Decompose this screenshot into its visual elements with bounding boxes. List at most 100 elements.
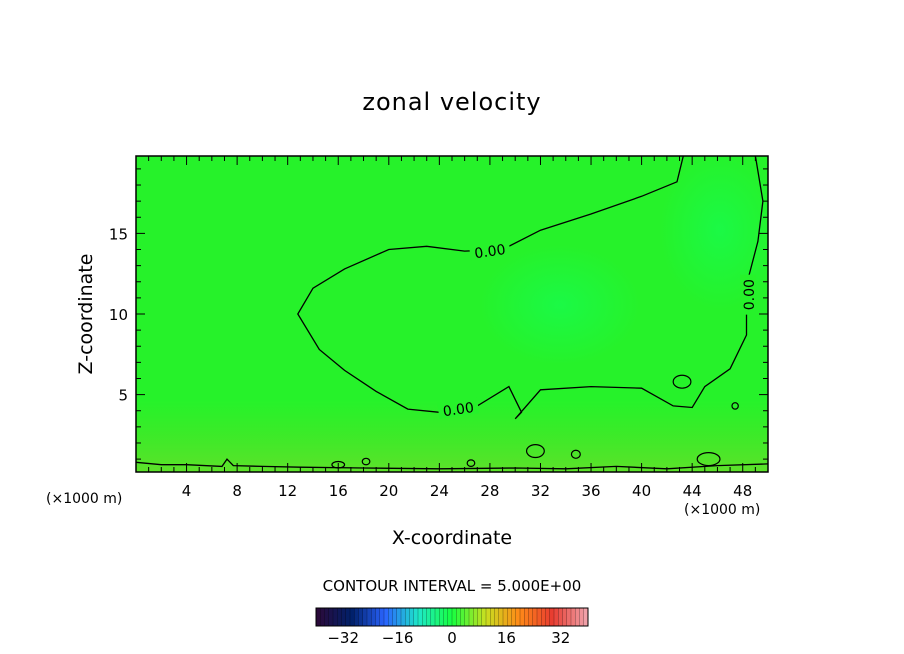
small-contour	[672, 374, 692, 389]
x-tick-label: 44	[683, 482, 702, 500]
x-tick-label: 16	[329, 482, 348, 500]
x-tick-label: 28	[480, 482, 499, 500]
colorbar-swatch	[384, 608, 389, 626]
x-axis-label: X-coordinate	[391, 527, 513, 549]
colorbar-swatch	[435, 608, 440, 626]
contour-label-bg	[437, 397, 480, 419]
colorbar-swatch	[371, 608, 376, 626]
colorbar-tick-label: 16	[497, 629, 516, 647]
x-tick-label: 24	[430, 482, 449, 500]
contour-label: 0.00	[474, 242, 507, 262]
colorbar-swatch	[413, 608, 419, 626]
colorbar-swatch	[469, 608, 474, 626]
contour-label: 0.00	[442, 400, 475, 420]
colorbar-swatch	[520, 608, 525, 626]
colorbar-swatch	[375, 608, 381, 626]
colorbar-swatch	[358, 608, 364, 626]
colorbar-swatch	[511, 608, 517, 626]
colorbar-swatch	[426, 608, 432, 626]
small-contour	[525, 443, 545, 459]
x-tick-label: 12	[278, 482, 297, 500]
colorbar-swatch	[528, 608, 534, 626]
colorbar-swatch	[579, 608, 585, 626]
x-axis-ticks: 4 8 12 16 20 24 28 32 36 40 44 48	[148, 156, 756, 500]
colorbar-swatch	[507, 608, 512, 626]
colorbar-swatch	[498, 608, 504, 626]
colorbar-swatch	[354, 608, 359, 626]
colorbar-swatch	[515, 608, 521, 626]
y-axis-ticks: 5 10 15	[109, 168, 768, 460]
colorbar-tick-label: −32	[327, 629, 359, 647]
contour-label-bg	[468, 239, 511, 261]
colorbar-swatch	[562, 608, 568, 626]
x-tick-label: 40	[632, 482, 651, 500]
colorbar-swatch	[554, 608, 559, 626]
contour-interval-label: CONTOUR INTERVAL = 5.000E+00	[322, 577, 582, 595]
colorbar-swatch	[566, 608, 572, 626]
colorbar-swatch	[443, 608, 449, 626]
colorbar-swatch	[575, 608, 580, 626]
colorbar-swatch	[447, 608, 453, 626]
x-tick-label: 20	[379, 482, 398, 500]
colorbar-swatch	[350, 608, 355, 626]
chart-title: zonal velocity	[362, 88, 542, 116]
colorbar-swatch	[452, 608, 457, 626]
colorbar-swatch	[549, 608, 555, 626]
colorbar-swatch	[328, 608, 334, 626]
contour-label-bg	[740, 274, 757, 315]
x-tick-label: 32	[531, 482, 550, 500]
colorbar-swatch	[316, 608, 321, 626]
colorbar-swatch	[545, 608, 551, 626]
colorbar-swatch	[460, 608, 466, 626]
colorbar-swatch	[409, 608, 415, 626]
x-axis-units-right: (×1000 m)	[684, 502, 761, 518]
colorbar-swatch	[571, 608, 576, 626]
small-contour	[696, 452, 721, 467]
colorbar-swatch	[430, 608, 436, 626]
colorbar-swatch	[345, 608, 351, 626]
colorbar-swatch	[524, 608, 529, 626]
colorbar-swatch	[324, 608, 330, 626]
x-tick-label: 4	[182, 482, 192, 500]
colorbar-swatch	[481, 608, 487, 626]
field-shading	[136, 156, 768, 472]
y-tick-label: 5	[118, 387, 128, 405]
colorbar-swatch	[503, 608, 508, 626]
colorbar-swatch	[401, 608, 406, 626]
colorbar-swatch	[490, 608, 495, 626]
colorbar-swatch	[439, 608, 444, 626]
y-tick-label: 10	[109, 306, 128, 324]
colorbar-swatch	[388, 608, 393, 626]
colorbar-swatch	[333, 608, 338, 626]
colorbar-swatch	[486, 608, 491, 626]
colorbar-frame	[315, 607, 589, 627]
colorbar-swatch	[337, 608, 342, 626]
colorbar-tick-label: 32	[551, 629, 570, 647]
colorbar-swatch	[418, 608, 423, 626]
colorbar: −32 −16 0 16 32	[315, 607, 589, 647]
small-contour	[466, 459, 476, 467]
colorbar-swatch	[405, 608, 410, 626]
colorbar-swatch	[473, 608, 478, 626]
colorbar-swatch	[320, 608, 325, 626]
colorbar-tick-label: −16	[382, 629, 414, 647]
small-contour	[361, 457, 371, 466]
colorbar-swatch	[367, 608, 372, 626]
colorbar-swatch	[392, 608, 398, 626]
contour-label: 0.00	[742, 279, 758, 310]
small-contour	[570, 449, 581, 459]
x-tick-label: 48	[733, 482, 752, 500]
colorbar-swatch	[494, 608, 500, 626]
colorbar-swatch	[456, 608, 461, 626]
colorbar-swatch	[541, 608, 546, 626]
colorbar-swatch	[379, 608, 385, 626]
x-tick-label: 36	[581, 482, 600, 500]
contour-labels: 0.00 0.00 0.00	[437, 239, 758, 420]
y-tick-label: 15	[109, 225, 128, 243]
colorbar-swatch	[583, 608, 589, 626]
colorbar-swatch	[362, 608, 368, 626]
colorbar-swatch	[532, 608, 538, 626]
colorbar-swatch	[558, 608, 563, 626]
colorbar-swatch	[477, 608, 483, 626]
